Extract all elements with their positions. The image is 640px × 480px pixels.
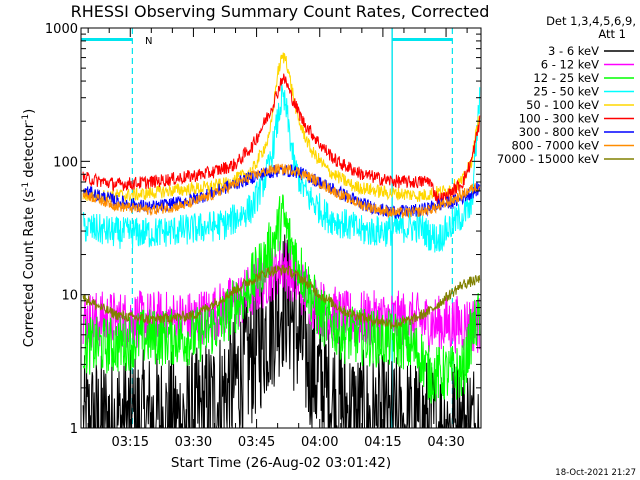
legend-label: 800 - 7000 keV <box>511 139 599 153</box>
series-line <box>82 194 481 404</box>
y-axis-label: Corrected Count Rate (s-1 detector-1) <box>21 109 37 347</box>
y-axis-label-sup1: -1 <box>21 182 31 191</box>
series-line <box>82 264 481 330</box>
legend-label: 7000 - 15000 keV <box>497 152 599 166</box>
y-axis: 1000 100 10 1 <box>45 22 481 437</box>
series-line <box>82 73 481 205</box>
x-tick-label: 03:30 <box>175 435 212 450</box>
x-tick-label: 04:30 <box>427 435 464 450</box>
x-tick-label: 04:15 <box>364 435 401 450</box>
y-axis-label-main: Corrected Count Rate (s <box>22 191 37 348</box>
series-line <box>82 241 481 354</box>
x-tick-label: 03:45 <box>238 435 275 450</box>
x-axis: 03:15 03:30 03:45 04:00 04:15 04:30 <box>87 28 468 450</box>
series-group <box>82 52 481 428</box>
legend-label: 6 - 12 keV <box>541 58 599 72</box>
y-axis-label-end: ) <box>22 109 37 114</box>
y-tick-label: 100 <box>53 155 78 170</box>
timestamp: 18-Oct-2021 21:27 <box>555 468 636 478</box>
chart-title: RHESSI Observing Summary Count Rates, Co… <box>71 2 490 21</box>
legend-header: Det 1,3,4,5,6,9, <box>546 14 636 28</box>
legend-label: 3 - 6 keV <box>548 44 599 58</box>
x-tick-label: 03:15 <box>112 435 149 450</box>
x-axis-label: Start Time (26-Aug-02 03:01:42) <box>171 455 391 471</box>
legend-label: 50 - 100 keV <box>526 98 599 112</box>
legend-label: 300 - 800 keV <box>519 125 599 139</box>
legend-label: 100 - 300 keV <box>519 112 599 126</box>
legend-label: 25 - 50 keV <box>533 85 599 99</box>
plot-frame <box>80 27 482 429</box>
legend-label: 12 - 25 keV <box>533 71 599 85</box>
series-line <box>82 82 481 253</box>
y-axis-label-sup2: -1 <box>21 114 31 123</box>
y-tick-label: 10 <box>61 289 78 304</box>
x-tick-label: 04:00 <box>301 435 338 450</box>
series-line <box>82 52 481 203</box>
series-line <box>82 234 480 428</box>
y-axis-label-mid: detector <box>22 122 37 182</box>
series-line <box>82 164 481 220</box>
attenuator-flag-label: N <box>145 36 152 47</box>
series-line <box>82 163 481 220</box>
legend-header: Att 1 <box>598 27 626 41</box>
y-tick-label: 1 <box>70 422 78 437</box>
y-tick-label: 1000 <box>45 22 78 37</box>
